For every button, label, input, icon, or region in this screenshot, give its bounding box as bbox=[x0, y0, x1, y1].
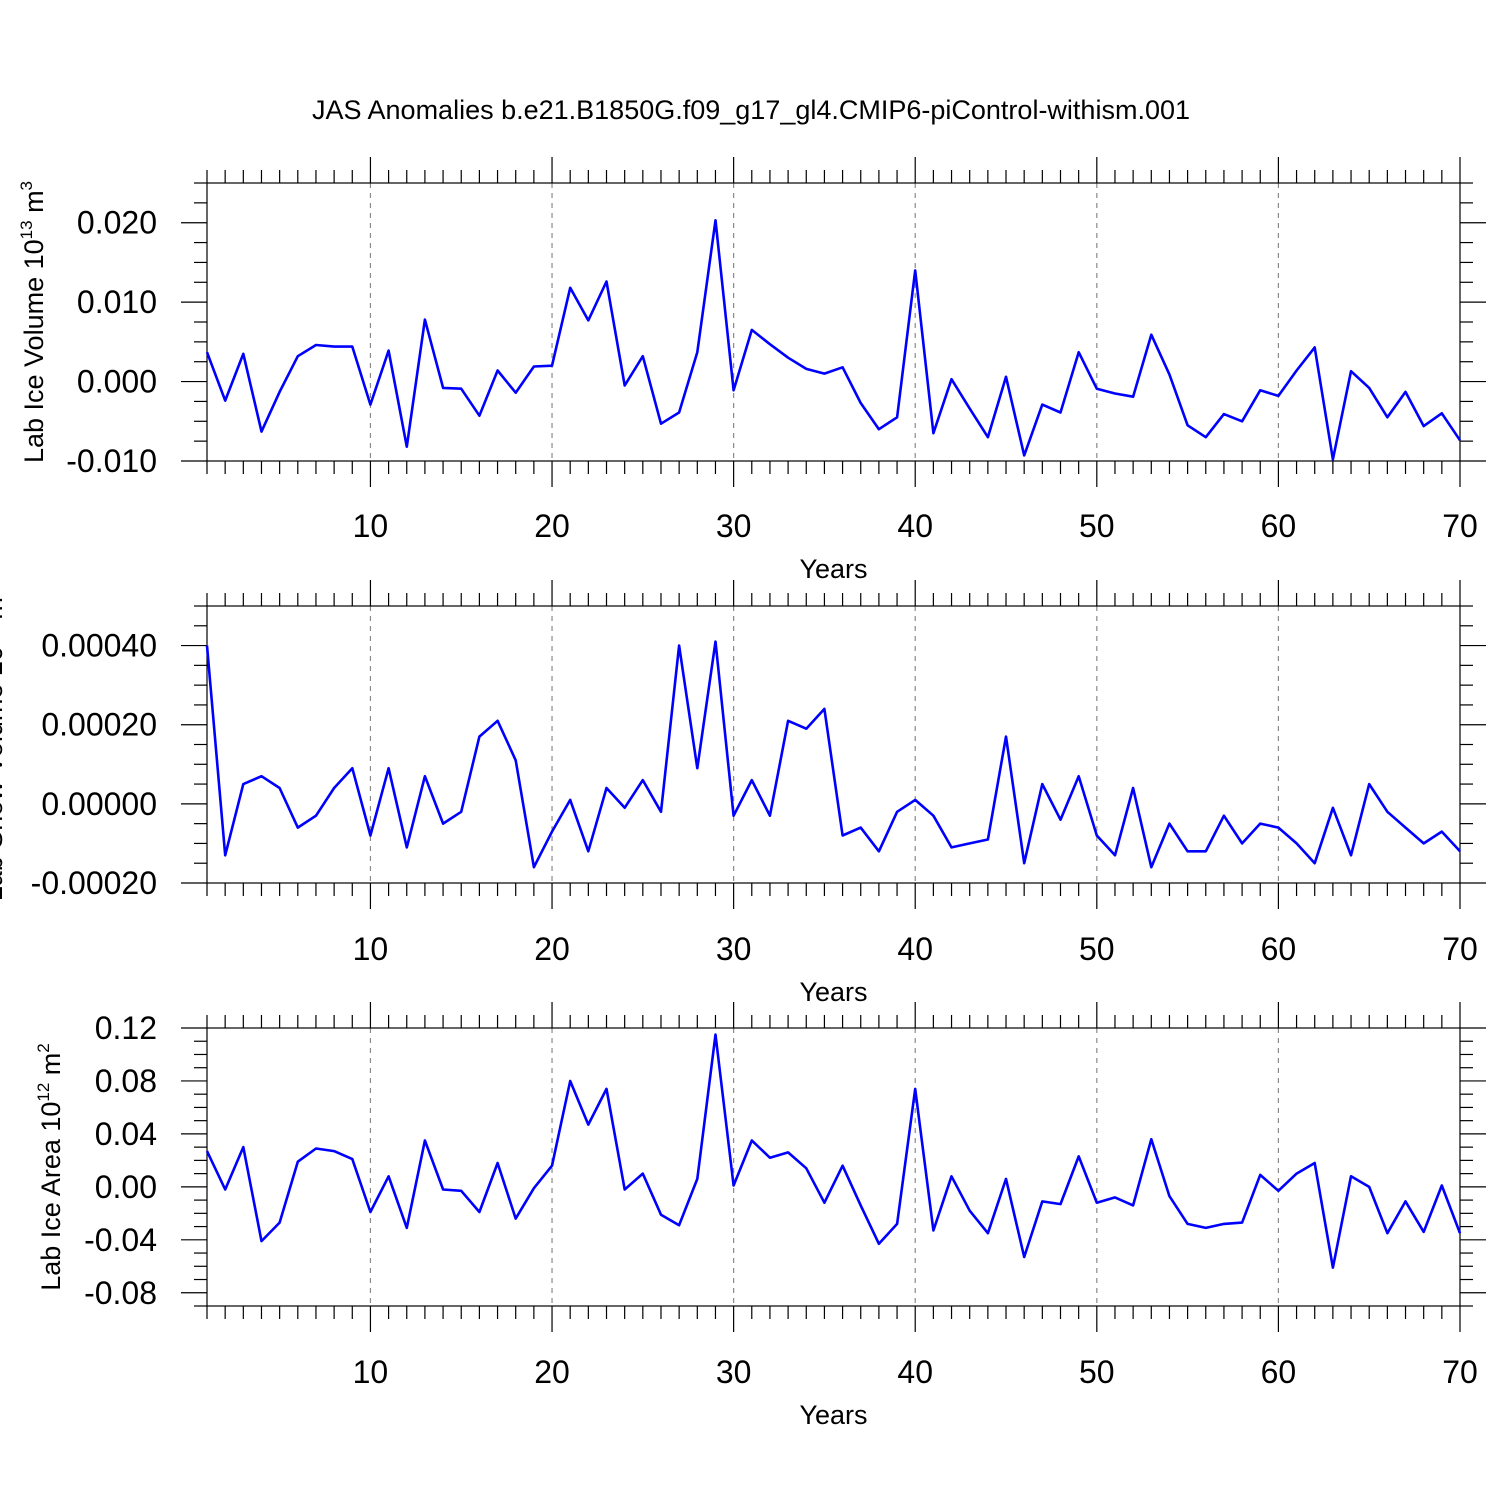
x-tick-label: 10 bbox=[353, 931, 389, 967]
y-tick-label: -0.00020 bbox=[31, 865, 157, 901]
chart-panels: -0.010 0.000 0.010 0.020 10 20 30 40 50 60 70 Years… bbox=[0, 157, 1486, 1430]
y-axis-label-superscript: 3 bbox=[17, 181, 36, 190]
x-axis-label: Years bbox=[799, 554, 867, 584]
y-tick-label: 0.00000 bbox=[41, 786, 157, 822]
y-axis-label-text: Lab Snow Volume 10 bbox=[0, 646, 8, 901]
series-line bbox=[205, 640, 1461, 869]
x-tick-label: 70 bbox=[1442, 508, 1478, 544]
x-tick-label: 20 bbox=[534, 931, 570, 967]
plot-frame bbox=[206, 605, 1461, 884]
x-tick-label: 10 bbox=[353, 508, 389, 544]
y-tick-label: 0.020 bbox=[77, 205, 157, 241]
x-tick-label: 50 bbox=[1079, 931, 1115, 967]
plot-frame bbox=[206, 182, 1461, 462]
x-tick-label: 20 bbox=[534, 508, 570, 544]
chart-panel-1: -0.010 0.000 0.010 0.020 10 20 30 40 50 60 70 Years… bbox=[17, 157, 1486, 584]
y-tick-label: 0.04 bbox=[95, 1116, 157, 1152]
y-tick-label: 0.12 bbox=[95, 1010, 157, 1046]
y-tick-label: -0.010 bbox=[66, 443, 157, 479]
y-axis-label: Lab Snow Volume 1013 m3 bbox=[0, 588, 8, 902]
y-axis-label-text: m bbox=[0, 597, 8, 627]
y-axis-label-superscript: 2 bbox=[34, 1043, 53, 1052]
y-axis-label-text: m bbox=[36, 1053, 66, 1083]
x-tick-label: 60 bbox=[1261, 1354, 1297, 1390]
y-tick-label: 0.00 bbox=[95, 1169, 157, 1205]
y-axis-label-superscript: 13 bbox=[17, 220, 36, 239]
x-tick-label: 50 bbox=[1079, 508, 1115, 544]
x-tick-label: 30 bbox=[716, 508, 752, 544]
y-axis-label: Lab Ice Area 1012 m2 bbox=[34, 1043, 66, 1291]
y-axis-label-text: m bbox=[19, 190, 49, 220]
x-tick-label: 20 bbox=[534, 1354, 570, 1390]
y-tick-label: 0.08 bbox=[95, 1063, 157, 1099]
plot-frame bbox=[206, 1027, 1461, 1307]
y-axis-label: Lab Ice Volume 1013 m3 bbox=[17, 181, 49, 463]
x-axis-label: Years bbox=[799, 1400, 867, 1430]
y-tick-label: -0.08 bbox=[84, 1275, 157, 1311]
x-tick-label: 40 bbox=[897, 1354, 933, 1390]
chart-panel-2: -0.00020 0.00000 0.00020 0.00040 10 20 30 40 50 6… bbox=[0, 580, 1486, 1007]
series-line bbox=[205, 1033, 1462, 1269]
series-line bbox=[205, 219, 1462, 461]
x-axis-label: Years bbox=[799, 977, 867, 1007]
x-tick-label: 30 bbox=[716, 1354, 752, 1390]
x-tick-label: 70 bbox=[1442, 931, 1478, 967]
y-tick-label: 0.010 bbox=[77, 284, 157, 320]
x-tick-label: 40 bbox=[897, 931, 933, 967]
y-axis-label-text: Lab Ice Area 10 bbox=[36, 1102, 66, 1291]
chart-title: JAS Anomalies b.e21.B1850G.f09_g17_gl4.C… bbox=[312, 95, 1190, 125]
x-tick-label: 70 bbox=[1442, 1354, 1478, 1390]
x-tick-label: 30 bbox=[716, 931, 752, 967]
y-axis-label-text: Lab Ice Volume 10 bbox=[19, 239, 49, 463]
x-tick-label: 10 bbox=[353, 1354, 389, 1390]
x-tick-label: 50 bbox=[1079, 1354, 1115, 1390]
x-tick-label: 60 bbox=[1261, 508, 1297, 544]
x-tick-label: 60 bbox=[1261, 931, 1297, 967]
y-tick-label: 0.000 bbox=[77, 364, 157, 400]
y-tick-label: 0.00020 bbox=[41, 707, 157, 743]
chart-panel-3: -0.08 -0.04 0.00 0.04 0.08 0.12 10 20 30 40 50 60 70… bbox=[34, 1002, 1486, 1430]
y-axis-label-superscript: 12 bbox=[34, 1083, 53, 1102]
y-tick-label: 0.00040 bbox=[41, 628, 157, 664]
y-tick-label: -0.04 bbox=[84, 1222, 157, 1258]
x-tick-label: 40 bbox=[897, 508, 933, 544]
